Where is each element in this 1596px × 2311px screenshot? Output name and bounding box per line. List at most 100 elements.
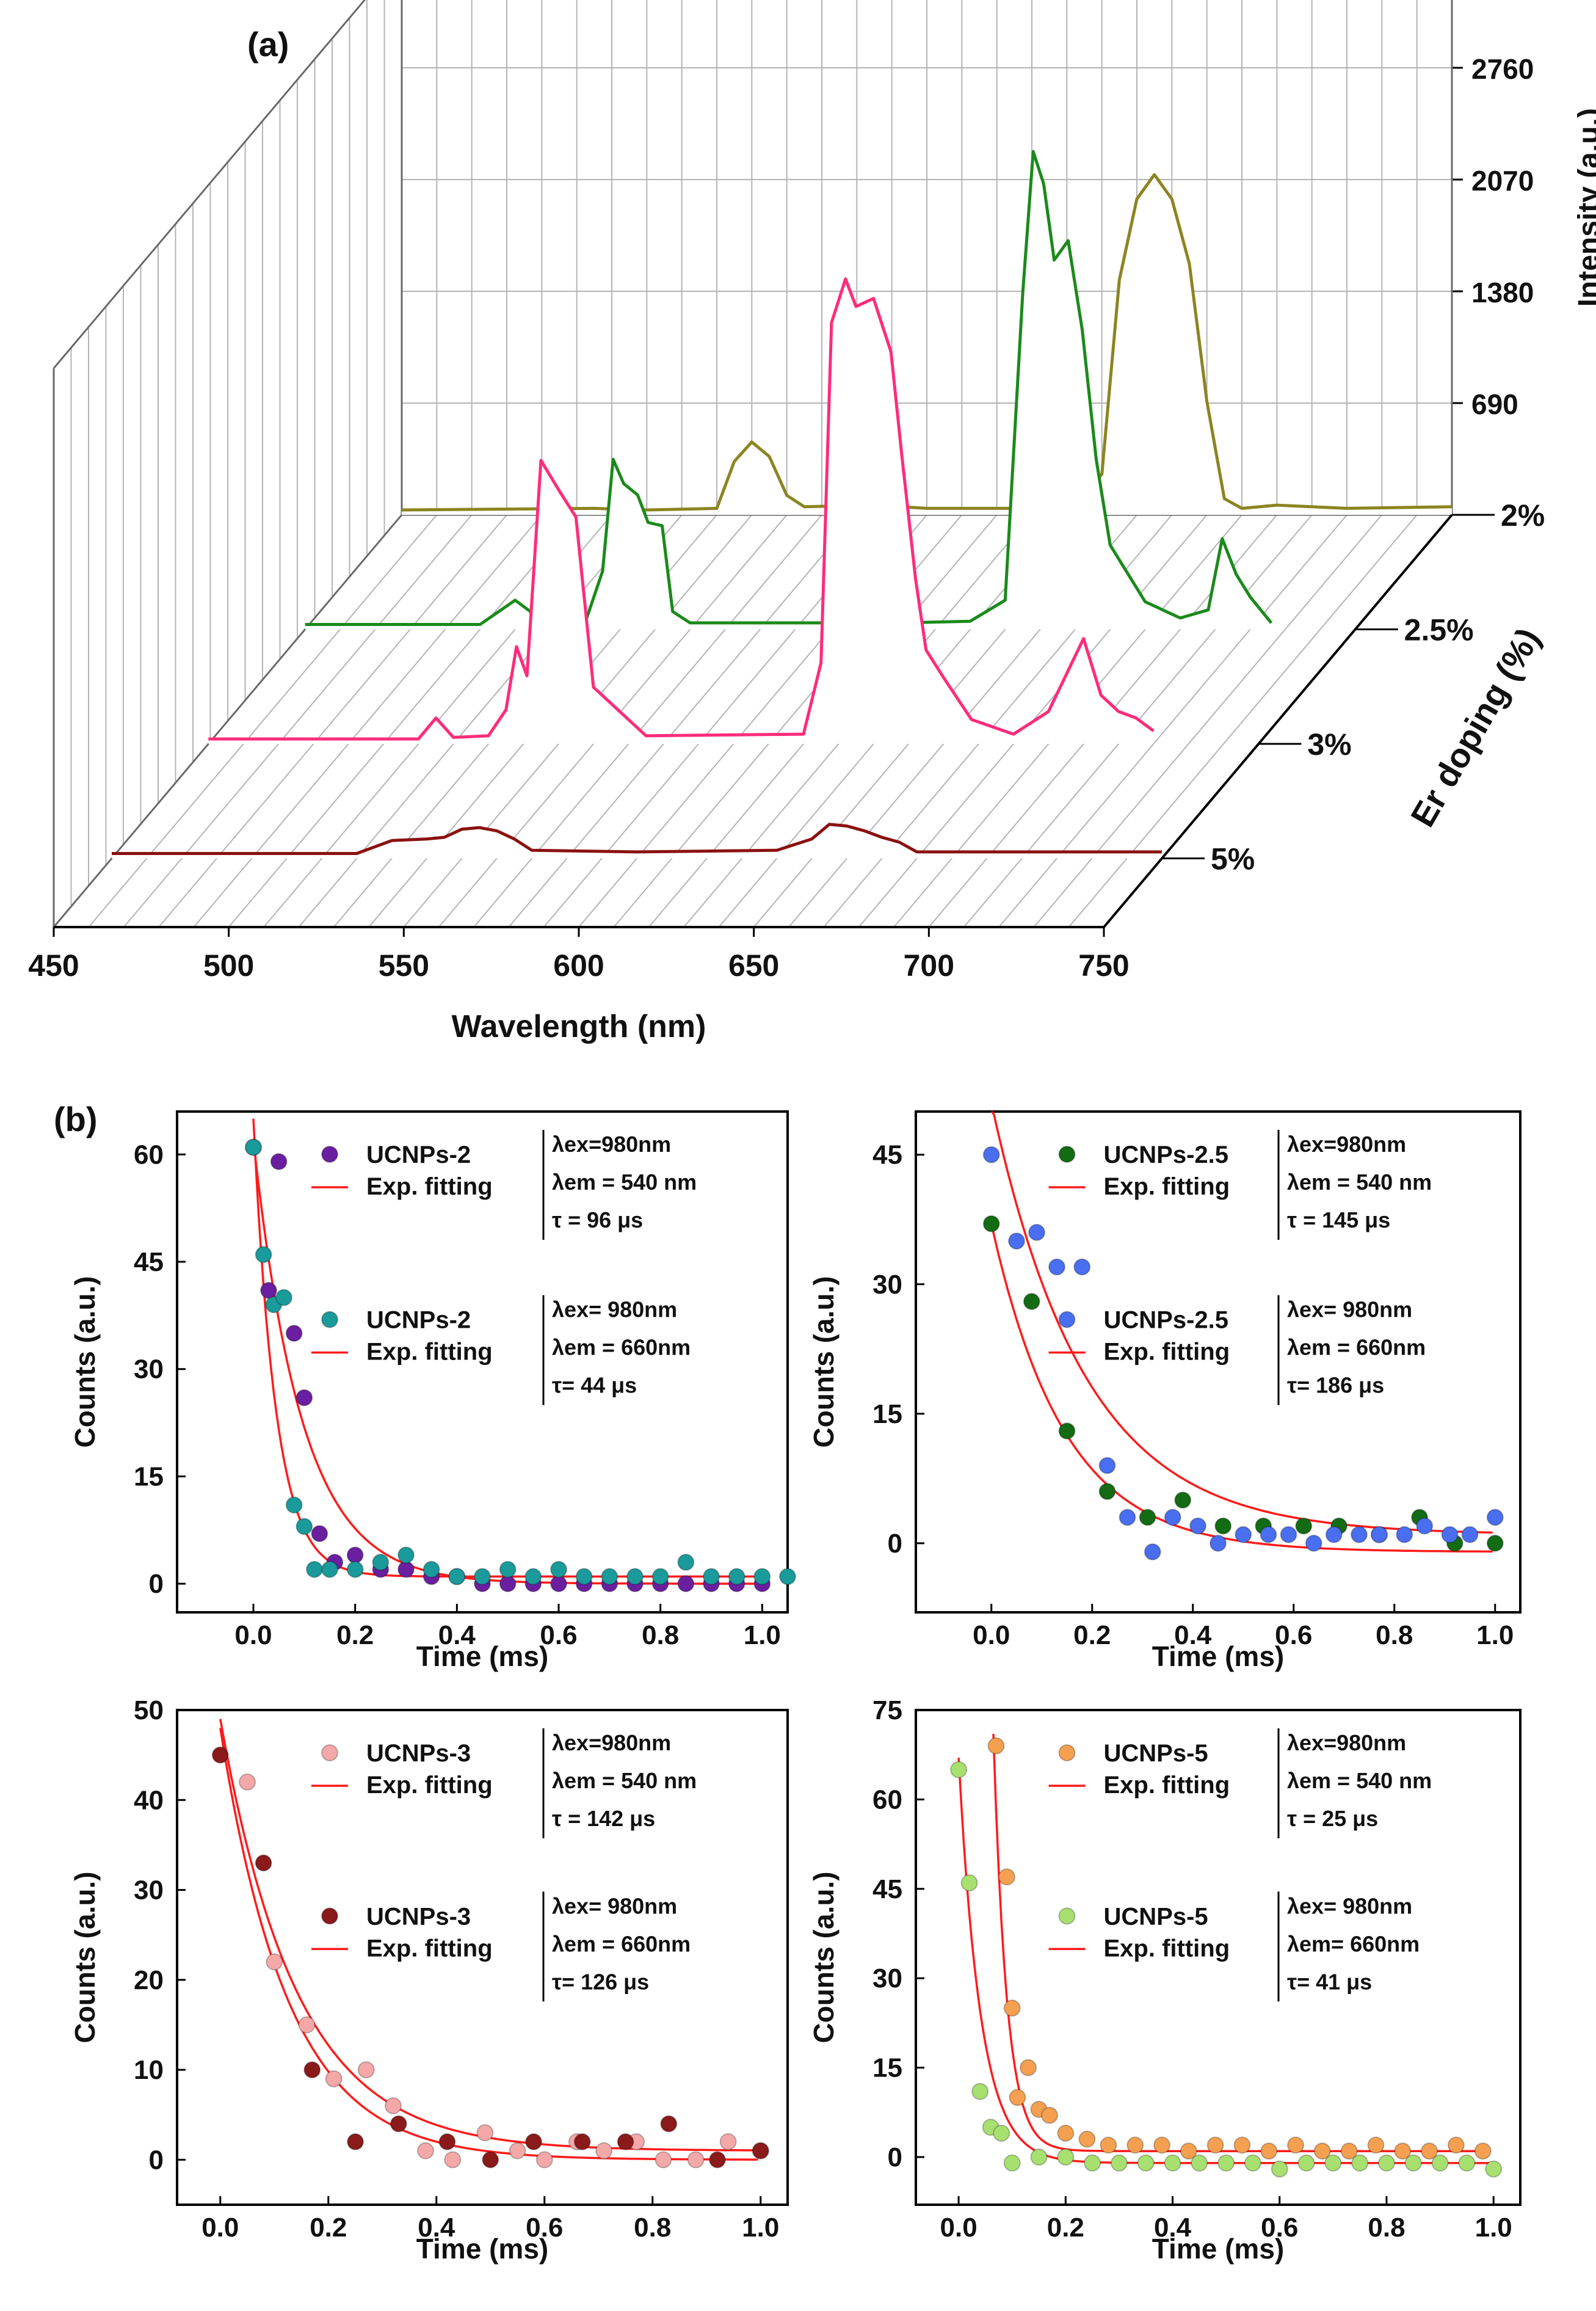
data-point: [1003, 2154, 1021, 2172]
legend-note: λem = 660nm: [552, 1335, 691, 1360]
data-point: [971, 2083, 989, 2100]
wavelength-axis-label: Wavelength (nm): [452, 1009, 706, 1044]
y-tick-label: 0: [149, 2145, 164, 2175]
data-point: [950, 1761, 968, 1778]
data-point: [719, 2133, 737, 2150]
data-point: [397, 1560, 415, 1578]
data-point: [417, 2142, 435, 2160]
data-point: [311, 1525, 328, 1543]
wavelength-tick-label: 450: [28, 948, 79, 983]
data-point: [1244, 2154, 1261, 2172]
data-point: [346, 1546, 364, 1564]
data-point: [1019, 2059, 1037, 2076]
data-point: [1078, 2130, 1096, 2148]
data-point: [270, 1153, 288, 1170]
wavelength-tick-label: 550: [379, 948, 429, 983]
spectrum-line-2.5%: [305, 150, 1273, 628]
plot-frame: [176, 1709, 789, 2206]
data-point: [1153, 2136, 1171, 2154]
data-point: [1098, 1483, 1116, 1501]
data-point: [1485, 2160, 1503, 2178]
data-point: [1371, 1526, 1388, 1543]
data-point: [1340, 2142, 1358, 2160]
x-tick-label: 1.0: [1476, 1620, 1514, 1650]
legend-series-name: UCNPs-5: [1104, 1903, 1208, 1930]
data-point: [1164, 1509, 1181, 1526]
data-point: [1305, 1534, 1322, 1552]
x-tick-label: 1.0: [1475, 2213, 1512, 2243]
data-point: [1377, 2154, 1395, 2172]
legend-note: λem = 540 nm: [1287, 1768, 1432, 1793]
intensity-axis-label: Intensity (a.u.): [1573, 108, 1596, 307]
legend-fit-label: Exp. fitting: [1104, 1173, 1230, 1200]
data-point: [1325, 1526, 1343, 1543]
y-tick-label: 30: [872, 1270, 902, 1300]
data-point: [260, 1281, 277, 1299]
wavelength-tick-label: 700: [904, 948, 954, 983]
data-point: [1474, 2142, 1492, 2160]
floor-gridline: [193, 514, 543, 928]
legend-note: λex= 980nm: [1287, 1893, 1412, 1918]
data-point: [423, 1560, 440, 1578]
legend-note: λem = 540 nm: [552, 1768, 697, 1793]
data-point: [595, 2142, 613, 2160]
data-point: [982, 1215, 1000, 1232]
data-point: [1404, 2154, 1422, 2172]
data-point: [1367, 2136, 1385, 2154]
x-axis-label: Time (ms): [1152, 1640, 1284, 1672]
legend-note: λex= 980nm: [552, 1893, 677, 1918]
y-tick-label: 60: [134, 1140, 164, 1170]
data-point: [1191, 2154, 1208, 2172]
legend-series-name: UCNPs-2.5: [1104, 1141, 1229, 1168]
data-point: [285, 1325, 303, 1342]
x-tick-label: 0.8: [1376, 1620, 1413, 1650]
data-point: [390, 2115, 407, 2133]
legend-marker: [1058, 1311, 1076, 1328]
data-point: [1084, 2154, 1101, 2172]
data-point: [1098, 1457, 1116, 1474]
x-tick-label: 1.0: [742, 2213, 779, 2243]
data-point: [1009, 2089, 1026, 2106]
y-tick-label: 50: [134, 1695, 164, 1725]
data-point: [535, 2151, 553, 2169]
panel-a-chart: 6901380207027603450Intensity (a.u.)45050…: [28, 0, 1596, 1044]
x-tick-label: 0.6: [1261, 2213, 1298, 2243]
data-point: [708, 2151, 726, 2169]
wavelength-tick-label: 750: [1078, 948, 1129, 983]
data-point: [660, 2115, 678, 2133]
data-point: [550, 1560, 567, 1578]
data-point: [1431, 2154, 1449, 2172]
data-point: [1235, 1526, 1252, 1543]
data-point: [1210, 1534, 1227, 1552]
x-tick-label: 0.4: [438, 1620, 476, 1650]
data-point: [266, 1953, 283, 1971]
legend-series-name: UCNPs-2.5: [1104, 1307, 1229, 1334]
data-point: [1461, 1526, 1479, 1543]
data-point: [346, 1560, 364, 1578]
x-tick-label: 0.6: [540, 1620, 577, 1650]
plot-frame: [915, 1709, 1522, 2206]
y-tick-label: 15: [872, 1399, 902, 1429]
data-point: [321, 1560, 338, 1578]
legend-note: λex=980nm: [552, 1132, 671, 1157]
series-occluder: [402, 175, 1452, 515]
data-point: [998, 1868, 1015, 1886]
y-tick-label: 0: [888, 2142, 902, 2172]
legend-note: τ= 126 μs: [552, 1969, 649, 1994]
data-point: [1416, 1517, 1434, 1535]
data-point: [753, 1568, 771, 1585]
data-point: [1057, 2124, 1075, 2142]
data-point: [298, 2016, 316, 2034]
data-point: [275, 1289, 292, 1306]
data-point: [626, 1568, 644, 1585]
legend-note: τ= 41 μs: [1287, 1969, 1372, 1994]
legend-note: λem = 660nm: [552, 1931, 691, 1956]
data-point: [993, 2124, 1010, 2142]
data-point: [1003, 1999, 1021, 2017]
x-tick-label: 0.4: [418, 2213, 455, 2243]
legend-note: τ = 145 μs: [1287, 1207, 1390, 1232]
data-point: [1110, 2154, 1128, 2172]
data-point: [303, 2061, 321, 2079]
